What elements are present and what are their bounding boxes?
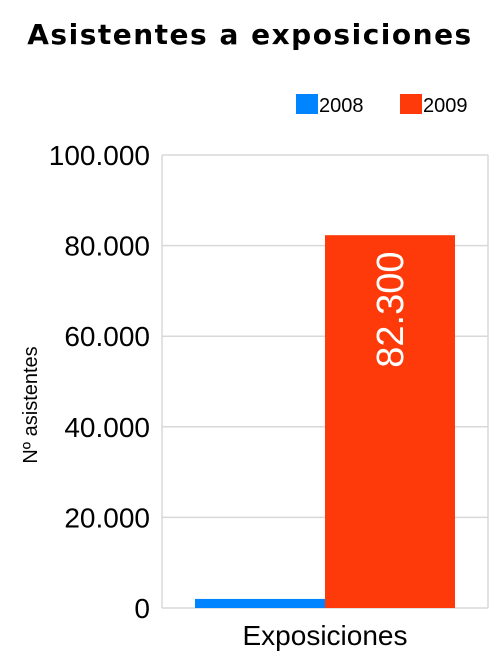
y-tick-label: 60.000 [64, 321, 150, 352]
bar-data-label: 82.300 [370, 251, 412, 367]
y-tick-label: 100.000 [49, 140, 150, 171]
legend-label-2008: 2008 [319, 95, 364, 117]
legend-label-2009: 2009 [423, 95, 468, 117]
x-tick-label: Exposiciones [243, 620, 408, 651]
y-tick-label: 80.000 [64, 231, 150, 262]
x-axis-ticks: Exposiciones [243, 620, 408, 651]
y-tick-label: 40.000 [64, 412, 150, 443]
bars: 82.300 [195, 235, 455, 608]
chart-title: Asistentes a exposiciones [27, 18, 472, 51]
legend: 2008 2009 [296, 94, 468, 117]
legend-swatch-2008 [296, 94, 318, 114]
bar-2009 [325, 235, 455, 608]
y-axis-label: Nº asistentes [20, 346, 42, 463]
y-tick-label: 0 [134, 593, 150, 624]
y-tick-label: 20.000 [64, 502, 150, 533]
bar-2008 [195, 598, 325, 608]
y-axis-ticks: 0 20.000 40.000 60.000 80.000 100.000 [49, 140, 150, 624]
legend-swatch-2009 [400, 94, 422, 114]
